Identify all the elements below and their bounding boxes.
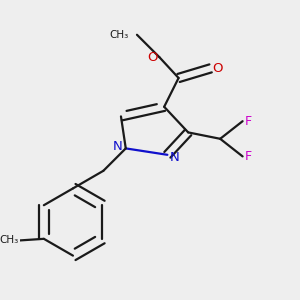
Text: N: N [113,140,123,153]
Text: O: O [147,51,158,64]
Text: F: F [245,115,252,128]
Text: F: F [245,150,252,163]
Text: CH₃: CH₃ [0,236,18,245]
Text: O: O [212,62,223,75]
Text: N: N [169,151,179,164]
Text: CH₃: CH₃ [110,30,129,40]
